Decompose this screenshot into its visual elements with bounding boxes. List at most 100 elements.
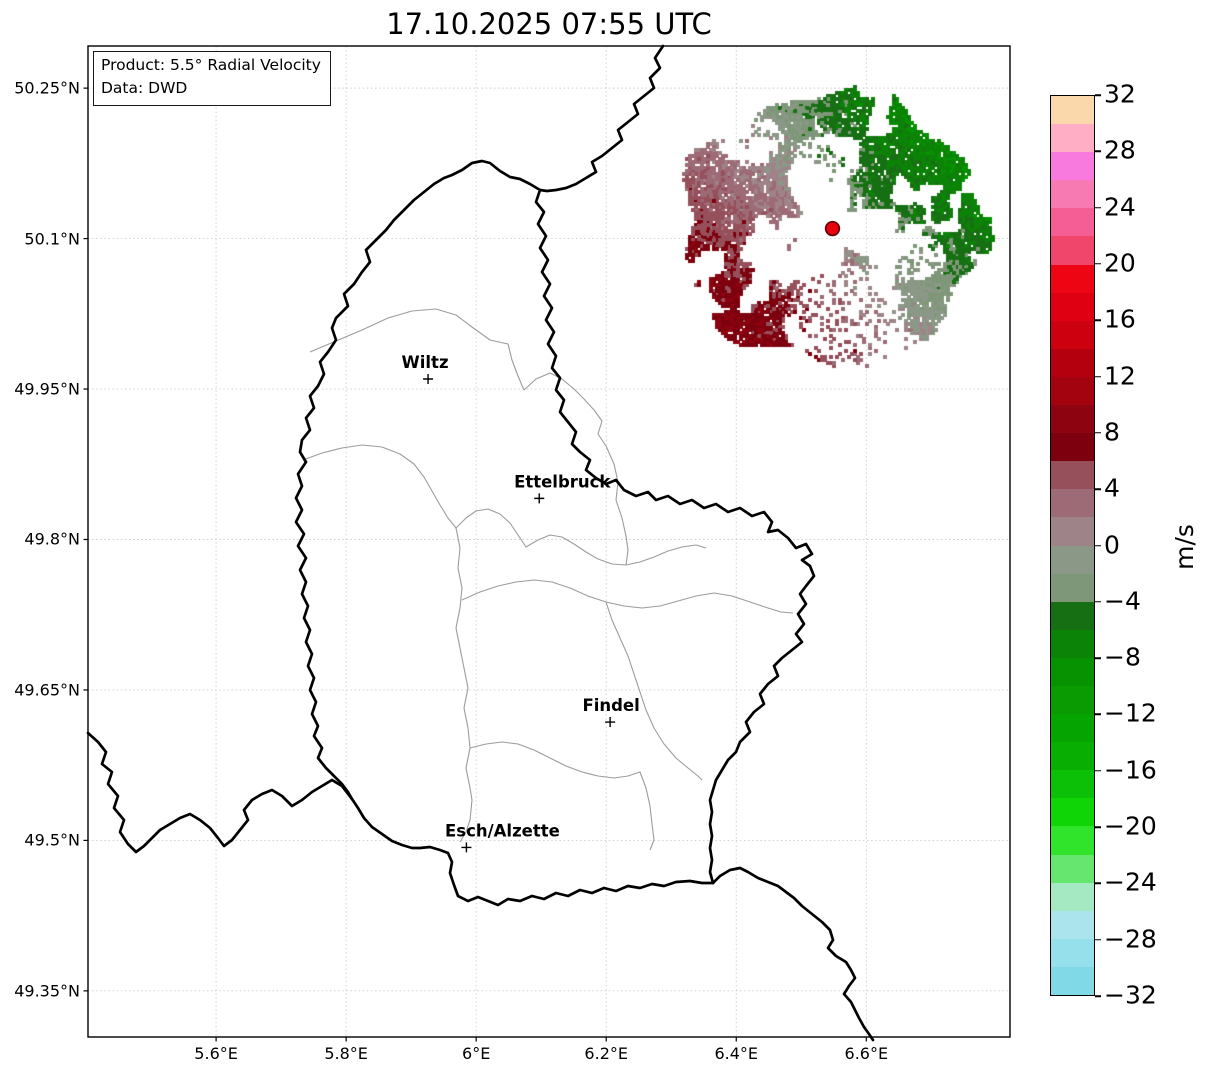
product-line: Product: 5.5° Radial Velocity (101, 56, 321, 74)
colorbar-tick-label: −12 (1104, 698, 1157, 728)
colorbar-band (1051, 629, 1094, 658)
colorbar-band (1051, 489, 1094, 518)
colorbar-tick-mark (1095, 601, 1101, 603)
product-info-box: Product: 5.5° Radial Velocity Data: DWD (93, 51, 331, 106)
colorbar-tick-label: −28 (1104, 924, 1157, 954)
country-border-luxembourg (294, 159, 816, 907)
country-border (86, 731, 354, 854)
figure-title: 17.10.2025 07:55 UTC (386, 7, 712, 41)
x-tick-label: 6.2°E (584, 1044, 628, 1063)
city-marker-icon (461, 842, 472, 853)
colorbar-tick-mark (1095, 544, 1101, 547)
x-tick-label: 6°E (462, 1044, 491, 1063)
y-tick-label: 49.35°N (14, 981, 80, 1001)
colorbar-band (1051, 714, 1094, 743)
colorbar-tick-mark (1095, 94, 1101, 96)
x-tick-label: 5.6°E (194, 1044, 238, 1063)
colorbar-band (1051, 685, 1094, 715)
colorbar-band (1051, 405, 1094, 434)
city-marker-icon (605, 717, 616, 728)
colorbar-band (1051, 938, 1094, 967)
city-marker-icon (534, 493, 545, 504)
region-border (605, 445, 629, 566)
colorbar-band (1051, 798, 1094, 827)
colorbar-tick-mark (1095, 995, 1101, 997)
x-tick-label: 6.6°E (844, 1044, 889, 1063)
y-tick-label: 50.25°N (14, 78, 80, 98)
colorbar-tick-label: −16 (1104, 755, 1157, 785)
region-border (302, 444, 457, 529)
colorbar-tick-label: 20 (1104, 248, 1136, 278)
region-border (605, 601, 703, 781)
colorbar-tick-mark (1095, 770, 1101, 772)
region-border (461, 579, 794, 614)
y-tick-label: 50.1°N (24, 229, 80, 249)
colorbar-tick-label: −8 (1104, 642, 1141, 672)
colorbar-band (1051, 770, 1094, 799)
colorbar-tick-label: 4 (1104, 473, 1120, 503)
colorbar-band (1051, 517, 1094, 546)
colorbar-tick-mark (1095, 826, 1101, 828)
colorbar-tick-label: 32 (1104, 79, 1136, 109)
colorbar-band (1051, 742, 1094, 771)
y-tick-label: 49.95°N (14, 379, 80, 399)
country-border (538, 44, 665, 193)
colorbar-tick-mark (1095, 263, 1101, 265)
y-tick-label: 49.8°N (24, 529, 80, 549)
colorbar-tick-label: 0 (1104, 529, 1120, 559)
colorbar-tick-label: 16 (1104, 304, 1136, 334)
colorbar-unit-label: m/s (1170, 524, 1199, 570)
x-tick-label: 5.8°E (324, 1044, 368, 1063)
colorbar-tick-mark (1095, 882, 1101, 885)
colorbar-tick-label: 24 (1104, 191, 1136, 221)
colorbar-band (1051, 320, 1094, 349)
colorbar-band (1051, 433, 1094, 462)
y-tick-label: 49.65°N (14, 680, 80, 700)
y-tick-label: 49.5°N (24, 830, 80, 850)
colorbar-tick-mark (1095, 432, 1101, 434)
colorbar-tick-label: −24 (1104, 867, 1157, 897)
colorbar-band (1051, 461, 1094, 490)
colorbar-band (1051, 657, 1094, 686)
colorbar-band (1051, 545, 1094, 574)
colorbar-tick-mark (1095, 657, 1101, 659)
city-label: Ettelbruck (514, 472, 611, 491)
colorbar-band (1051, 236, 1094, 265)
colorbar-band (1051, 882, 1094, 911)
radar-site-dot (824, 220, 841, 237)
colorbar-tick-mark (1095, 713, 1101, 716)
map-borders-layer: Wiltz Ettelbruck Findel Esch/Alzette (83, 44, 1011, 1042)
data-source-line: Data: DWD (101, 79, 188, 98)
colorbar-tick-label: 28 (1104, 135, 1136, 165)
city-label: Findel (582, 696, 639, 715)
colorbar-tick-mark (1095, 938, 1101, 941)
region-border (309, 308, 607, 447)
colorbar-band (1051, 601, 1094, 630)
colorbar-tick-label: −4 (1104, 586, 1141, 616)
colorbar-band (1051, 854, 1094, 883)
colorbar-band (1051, 966, 1094, 995)
country-border (711, 866, 875, 1042)
colorbar-band (1051, 180, 1094, 209)
colorbar-band (1051, 96, 1094, 125)
x-tick-label: 6.4°E (714, 1044, 759, 1063)
city-label: Wiltz (402, 353, 449, 372)
colorbar-tick-label: 8 (1104, 417, 1120, 447)
colorbar-band (1051, 292, 1094, 321)
colorbar-band (1051, 573, 1094, 602)
region-border (469, 741, 655, 851)
colorbar-tick-label: −20 (1104, 811, 1157, 841)
colorbar-tick-label: 12 (1104, 360, 1136, 390)
colorbar-tick-mark (1095, 206, 1101, 209)
colorbar-band (1051, 826, 1094, 855)
colorbar (1050, 95, 1095, 996)
colorbar-band (1051, 348, 1094, 377)
colorbar-band (1051, 124, 1094, 153)
colorbar-tick-label: −32 (1104, 980, 1157, 1010)
city-label: Esch/Alzette (445, 821, 560, 840)
colorbar-band (1051, 152, 1094, 181)
colorbar-tick-mark (1095, 375, 1101, 378)
colorbar-band (1051, 376, 1094, 406)
region-border (455, 508, 707, 566)
